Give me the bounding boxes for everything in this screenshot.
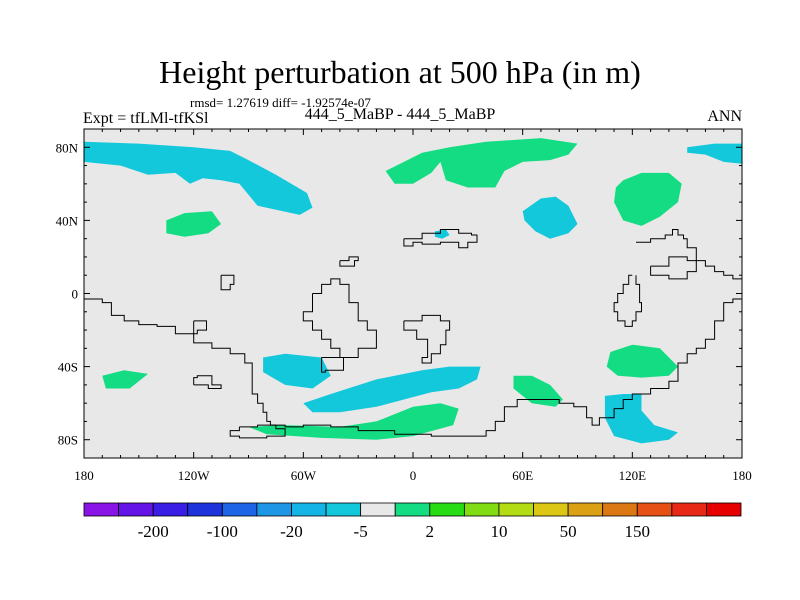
contour-region-nw-pacific-low — [84, 141, 313, 215]
season-label: ANN — [707, 108, 742, 125]
coastline-5 — [403, 314, 451, 364]
chart-title: Height perturbation at 500 hPa (in m) — [159, 54, 641, 90]
colorbar-label: 150 — [625, 522, 651, 541]
colorbar-box — [325, 502, 362, 517]
stats-line: rmsd= 1.27619 diff= -1.92574e-07 — [190, 95, 371, 110]
coastline-6 — [321, 357, 344, 373]
x-tick-label: 120E — [619, 468, 647, 483]
colorbar-box — [394, 502, 431, 517]
y-tick-label: 40S — [58, 360, 78, 375]
x-tick-label: 60E — [512, 468, 533, 483]
contour-region-southern-ocean-low — [303, 366, 481, 413]
colorbar-label: 2 — [426, 522, 435, 541]
x-tick-label: 60W — [291, 468, 317, 483]
colorbar-box — [567, 502, 604, 517]
y-tick-label: 40N — [56, 213, 79, 228]
case-label: 444_5_MaBP - 444_5_MaBP — [304, 106, 496, 123]
coastline-4 — [193, 320, 207, 335]
colorbar-label: -100 — [207, 522, 238, 541]
colorbar-box — [706, 502, 742, 517]
contour-region-antarctic-high — [248, 403, 459, 440]
colorbar-box — [360, 502, 396, 517]
x-tick-label: 120W — [178, 468, 211, 483]
colorbar-label: -20 — [280, 522, 303, 541]
colorbar-label: 50 — [560, 522, 577, 541]
x-tick-label: 180 — [732, 468, 752, 483]
colorbar-box — [152, 502, 189, 517]
colorbar-box — [429, 502, 465, 517]
contour-region-n-pacific-high — [166, 211, 222, 237]
coastline-11 — [339, 256, 359, 267]
contour-region-s-pacific-high — [102, 370, 148, 389]
colorbar-label: -5 — [354, 522, 368, 541]
contour-region-asia-low — [522, 196, 578, 239]
colorbar-box — [602, 502, 638, 517]
y-tick-label: 0 — [72, 287, 79, 302]
colorbar-box — [291, 502, 327, 517]
coastline-12 — [193, 375, 222, 389]
coastline-8 — [636, 229, 742, 294]
colorbar-box — [636, 502, 673, 517]
colorbar-label: 10 — [490, 522, 507, 541]
contour-region-russia-high — [614, 172, 682, 226]
x-tick-label: 0 — [410, 468, 417, 483]
experiment-label: Expt = tfLMl-tfKSl — [83, 110, 209, 127]
colorbar-box — [221, 502, 258, 517]
y-tick-label: 80N — [56, 140, 79, 155]
colorbar-box — [498, 502, 534, 517]
coastline-10 — [650, 256, 697, 280]
contour-region-ne-pacific-low — [687, 143, 742, 164]
coastline-7 — [403, 229, 478, 249]
contour-region-mediterranean-low — [434, 229, 450, 239]
contour-region-arctic-high — [385, 138, 578, 188]
x-tick-label: 180 — [74, 468, 94, 483]
colorbar-box — [187, 502, 223, 517]
colorbar-label: -200 — [138, 522, 169, 541]
coastline-9 — [613, 274, 642, 327]
colorbar-box — [256, 502, 292, 517]
contour-region-south-atlantic-low — [263, 353, 331, 389]
contour-region-australia-high — [606, 344, 678, 378]
colorbar-box — [118, 502, 154, 517]
coastline-2 — [302, 278, 377, 358]
colorbar-box — [463, 502, 500, 517]
colorbar-box — [83, 502, 119, 517]
coastline-0 — [84, 298, 742, 437]
colorbar-box — [533, 502, 569, 517]
y-tick-label: 80S — [58, 433, 78, 448]
coastline-3 — [220, 274, 235, 291]
colorbar-box — [671, 502, 707, 517]
coastline-1 — [229, 424, 286, 439]
